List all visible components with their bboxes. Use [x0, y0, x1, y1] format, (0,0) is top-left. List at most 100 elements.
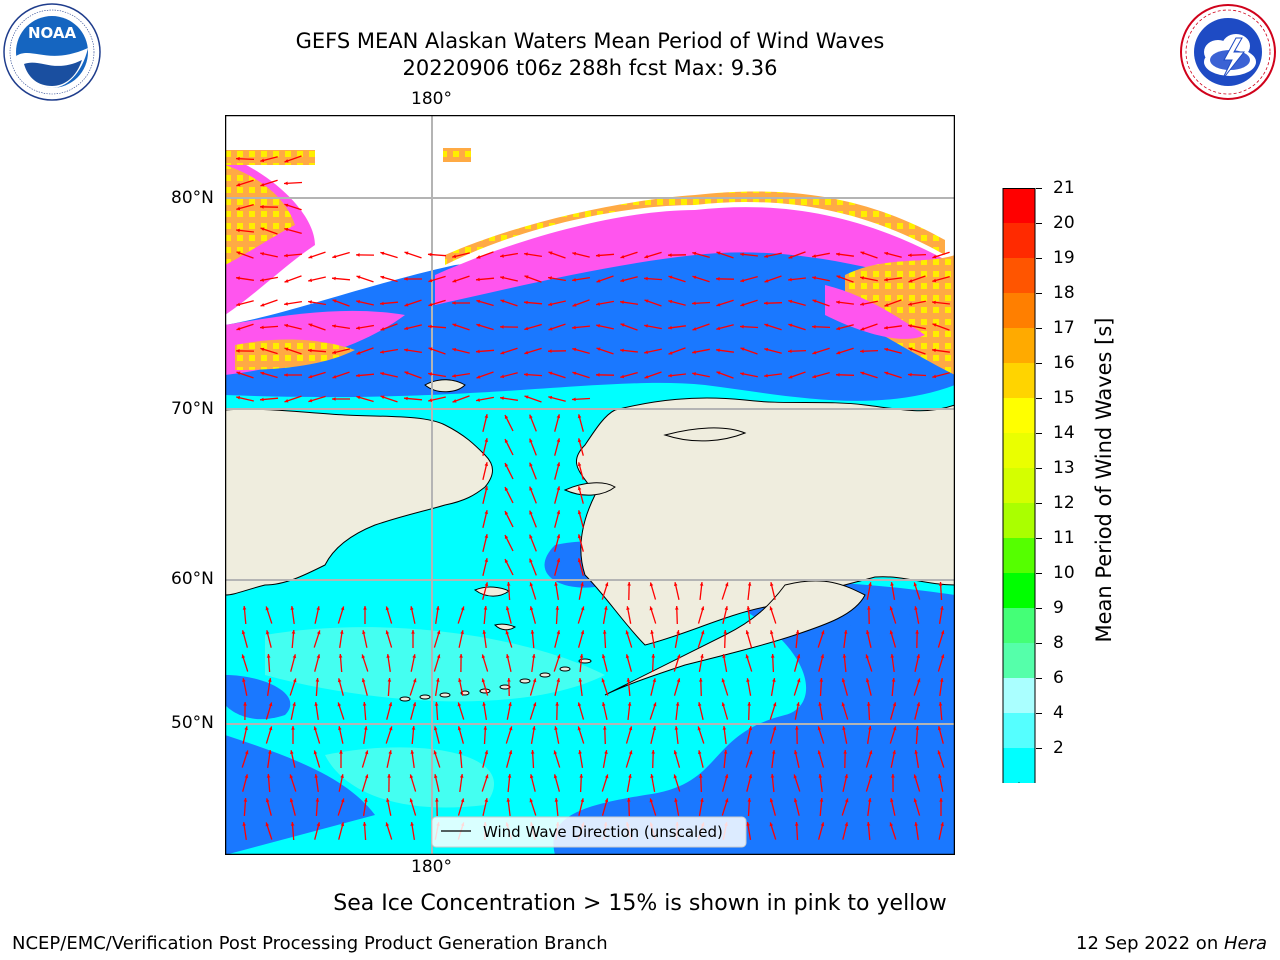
wave-arrow-head	[692, 301, 696, 306]
wrangel-island	[424, 379, 466, 393]
wave-arrow-head	[692, 275, 697, 280]
wave-arrow-head	[651, 750, 655, 754]
wave-arrow-head	[649, 582, 654, 587]
wave-arrow-head	[388, 750, 392, 755]
wave-arrow-head	[476, 323, 481, 328]
wave-arrow-head	[316, 654, 321, 659]
wave-arrow-head	[556, 414, 561, 419]
colorbar-segment	[1003, 573, 1035, 608]
wave-arrow-head	[572, 347, 577, 352]
wave-arrow-head	[890, 582, 894, 586]
wave-arrow-head	[548, 302, 553, 306]
wave-arrow-head	[361, 678, 366, 683]
wave-arrow-head	[625, 630, 630, 635]
colorbar-tick-mark	[1036, 748, 1042, 749]
wave-arrow-head	[529, 510, 533, 515]
wave-arrow-head	[308, 300, 312, 304]
wave-arrow-head	[764, 323, 769, 328]
wave-arrow-head	[337, 702, 342, 707]
wave-arrow-head	[266, 774, 271, 778]
wave-arrow-head	[603, 726, 607, 730]
wave-arrow-head	[748, 774, 753, 779]
wave-arrow-head	[745, 654, 750, 659]
wave-arrow-head	[644, 375, 649, 379]
wave-arrow-head	[580, 606, 585, 611]
wave-arrow-head	[820, 654, 825, 659]
colorbar-segment	[1003, 188, 1035, 223]
wave-arrow-head	[746, 822, 750, 826]
colorbar-segment	[1003, 538, 1035, 573]
map-gridlines	[225, 115, 955, 855]
wave-arrow-head	[818, 702, 822, 706]
wave-arrow-head	[292, 678, 297, 683]
wave-arrow-head	[529, 558, 533, 563]
seward-peninsula-tip	[563, 482, 616, 496]
wave-arrow-head	[770, 582, 774, 587]
wave-arrow-head	[457, 726, 462, 731]
wave-arrow-head	[529, 606, 534, 611]
ice-pink-band	[435, 207, 955, 305]
wave-arrow-head	[484, 582, 489, 587]
wave-arrow-head	[485, 774, 489, 779]
wave-arrow-head	[268, 750, 272, 754]
wave-arrow-head	[554, 582, 558, 586]
wave-arrow-head	[242, 822, 246, 826]
wave-arrow-head	[940, 630, 945, 635]
wave-arrow-head	[434, 774, 438, 779]
wave-arrow-head	[507, 774, 512, 778]
wave-arrow-head	[260, 371, 265, 376]
colorbar-tick-mark	[1036, 398, 1042, 399]
wave-arrow-head	[841, 678, 846, 683]
wave-arrow-head	[913, 798, 918, 803]
wave-arrow-head	[260, 252, 265, 256]
wave-arrow-head	[289, 798, 294, 803]
colorbar-tick-mark	[1036, 503, 1042, 504]
wave-arrow-head	[524, 252, 528, 256]
wave-arrow-head	[412, 678, 417, 683]
wave-arrow-head	[812, 374, 817, 379]
wave-arrow-head	[482, 702, 486, 706]
wave-arrow-head	[313, 726, 318, 731]
wave-arrow-head	[529, 798, 533, 803]
wave-arrow-head	[265, 606, 270, 611]
wave-arrow-head	[332, 397, 336, 401]
wave-arrow-head	[284, 253, 288, 258]
wave-arrow-head	[362, 630, 366, 635]
wave-arrow-head	[916, 678, 921, 683]
wave-arrow-head	[308, 348, 312, 353]
wave-arrow-head	[892, 702, 897, 707]
wave-arrow-head	[404, 251, 409, 255]
colorbar-tick-label: 19	[1053, 248, 1075, 268]
wave-arrow-head	[529, 486, 533, 491]
wave-arrow-head	[483, 606, 488, 610]
wave-arrow-head	[500, 254, 504, 258]
wave-arrow-head	[740, 302, 745, 307]
wave-arrow-head	[580, 582, 584, 586]
colorbar	[1002, 188, 1036, 819]
wave-arrow-head	[700, 798, 704, 802]
wave-arrow-head	[700, 654, 704, 658]
wave-arrow-head	[740, 252, 744, 257]
wave-arrow-head	[604, 582, 609, 587]
footer-host: Hera	[1223, 933, 1267, 954]
wave-arrow-head	[265, 822, 270, 827]
wave-arrow-head	[313, 750, 318, 755]
wave-arrow-head	[459, 654, 463, 658]
wave-arrow-head	[892, 726, 897, 731]
wave-arrow-head	[556, 438, 561, 443]
wave-arrow-head	[746, 606, 751, 610]
wave-arrow-head	[505, 630, 510, 635]
wave-arrow-head	[508, 750, 513, 755]
wave-arrow-head	[409, 798, 414, 803]
wave-arrow-head	[291, 630, 296, 634]
wave-arrow-head	[940, 654, 945, 659]
wave-arrow-head	[428, 252, 432, 257]
wave-arrow-head	[556, 630, 561, 635]
wave-arrow-head	[577, 558, 582, 563]
wave-arrow-head	[650, 774, 654, 778]
wave-arrow-head	[284, 181, 288, 186]
wave-arrow-head	[508, 702, 512, 706]
wave-arrow-head	[484, 438, 488, 443]
lat-label-80: 80°N	[171, 188, 214, 208]
wave-blue-region-sw	[225, 735, 375, 855]
